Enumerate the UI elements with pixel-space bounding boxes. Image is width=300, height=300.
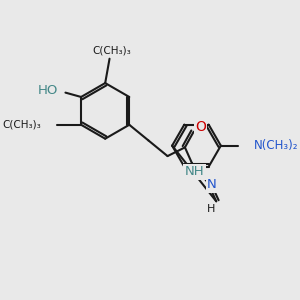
Text: O: O bbox=[195, 119, 206, 134]
Text: C(CH₃)₃: C(CH₃)₃ bbox=[92, 45, 131, 55]
Text: C(CH₃)₃: C(CH₃)₃ bbox=[2, 120, 41, 130]
Text: N(CH₃)₂: N(CH₃)₂ bbox=[254, 139, 298, 152]
Text: NH: NH bbox=[185, 165, 204, 178]
Text: N: N bbox=[207, 178, 217, 191]
Text: HO: HO bbox=[38, 83, 58, 97]
Text: H: H bbox=[207, 204, 215, 214]
